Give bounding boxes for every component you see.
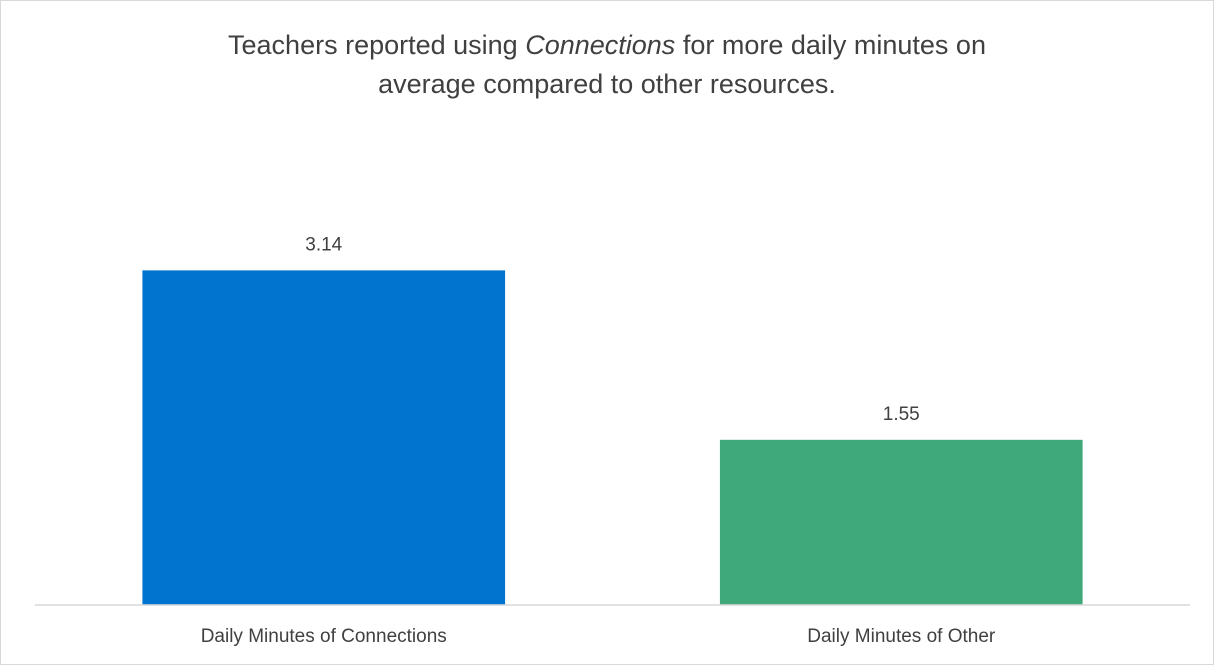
chart-title: Teachers reported using Connections for … xyxy=(228,30,986,60)
x-tick-label: Daily Minutes of Other xyxy=(807,626,996,647)
title-run: Teachers reported using xyxy=(228,30,518,60)
title-run-italic: Connections xyxy=(525,30,675,60)
title-run: for more daily minutes on xyxy=(683,30,986,60)
bar xyxy=(719,439,1083,605)
title-run: average compared to other resources. xyxy=(378,69,836,99)
chart-title: average compared to other resources. xyxy=(378,69,836,99)
bar xyxy=(142,270,506,605)
value-label: 3.14 xyxy=(305,234,342,255)
x-tick-label: Daily Minutes of Connections xyxy=(201,626,447,647)
value-label: 1.55 xyxy=(883,404,920,425)
